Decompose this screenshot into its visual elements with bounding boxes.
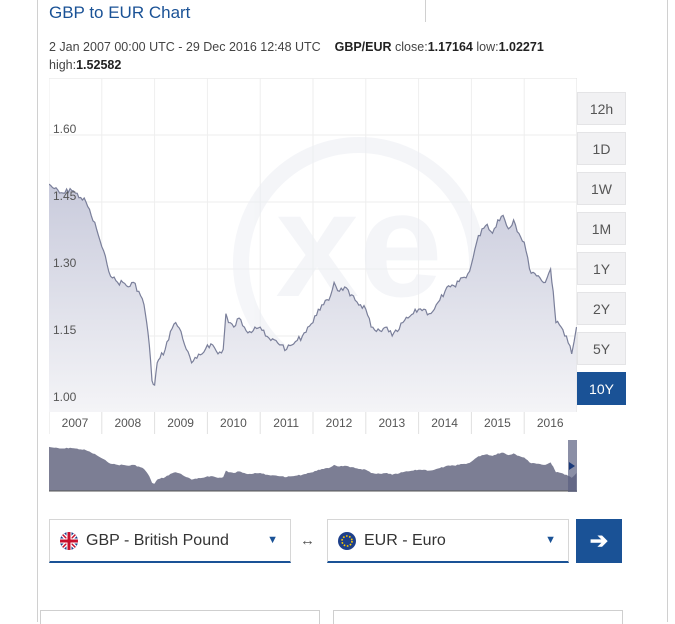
y-tick-label: 1.60 xyxy=(53,122,77,136)
page-border-left xyxy=(37,0,38,622)
chevron-down-icon: ▼ xyxy=(267,534,278,546)
rate-area xyxy=(49,184,577,412)
to-currency-label: EUR - Euro xyxy=(364,532,446,549)
x-tick-label: 2013 xyxy=(378,416,405,430)
swap-currencies-button[interactable]: ↔ xyxy=(300,532,315,549)
x-tick-label: 2010 xyxy=(220,416,247,430)
chevron-down-icon: ▼ xyxy=(545,534,556,546)
low-value: 1.02271 xyxy=(498,40,544,54)
range-button-10y[interactable]: 10Y xyxy=(577,372,626,405)
page-title: GBP to EUR Chart xyxy=(49,3,191,22)
navigator-arrow-icon[interactable] xyxy=(569,462,575,470)
eu-flag-icon xyxy=(338,532,356,550)
uk-flag-icon xyxy=(60,532,78,550)
from-currency-label: GBP - British Pound xyxy=(86,532,229,549)
page-border-right xyxy=(667,0,668,622)
x-tick-label: 2015 xyxy=(484,416,511,430)
range-button-1w[interactable]: 1W xyxy=(577,172,626,205)
y-tick-label: 1.15 xyxy=(53,323,77,337)
range-button-1y[interactable]: 1Y xyxy=(577,252,626,285)
from-currency-select[interactable]: GBP - British Pound ▼ xyxy=(49,519,291,563)
range-button-12h[interactable]: 12h xyxy=(577,92,626,125)
x-tick-label: 2007 xyxy=(62,416,89,430)
x-tick-label: 2012 xyxy=(326,416,353,430)
lower-panel-left xyxy=(40,610,320,624)
x-tick-label: 2009 xyxy=(167,416,194,430)
y-tick-label: 1.00 xyxy=(53,390,77,404)
x-tick-label: 2016 xyxy=(537,416,564,430)
navigator[interactable] xyxy=(49,440,577,492)
high-label: high: xyxy=(49,58,77,72)
low-label: low: xyxy=(476,40,499,54)
x-axis: 2007 2008 2009 2010 2011 2012 2013 2014 2015 2016 xyxy=(49,412,564,434)
range-button-5y[interactable]: 5Y xyxy=(577,332,626,365)
x-tick-label: 2011 xyxy=(273,416,299,430)
chart-info: 2 Jan 2007 00:00 UTC - 29 Dec 2016 12:48… xyxy=(49,38,579,74)
lower-panel-right xyxy=(333,610,623,624)
high-value: 1.52582 xyxy=(76,58,122,72)
navigator-area xyxy=(49,446,577,491)
convert-arrow-button[interactable]: ➔ xyxy=(576,519,622,563)
range-button-2y[interactable]: 2Y xyxy=(577,292,626,325)
close-label: close: xyxy=(395,40,428,54)
y-tick-label: 1.30 xyxy=(53,256,77,270)
range-button-1m[interactable]: 1M xyxy=(577,212,626,245)
x-tick-label: 2008 xyxy=(114,416,141,430)
y-tick-label: 1.45 xyxy=(53,189,77,203)
rate-line xyxy=(49,183,577,386)
svg-text:xe: xe xyxy=(276,160,443,328)
rate-chart: xe 1.00 1.15 1.30 1.45 1.60 xyxy=(49,78,577,412)
y-axis-labels: 1.00 1.15 1.30 1.45 1.60 xyxy=(53,122,77,404)
range-button-1d[interactable]: 1D xyxy=(577,132,626,165)
currency-pair: GBP/EUR xyxy=(334,40,392,54)
date-range: 2 Jan 2007 00:00 UTC - 29 Dec 2016 12:48… xyxy=(49,40,321,54)
divider-top xyxy=(425,0,426,22)
x-tick-label: 2014 xyxy=(431,416,458,430)
close-value: 1.17164 xyxy=(427,40,473,54)
to-currency-select[interactable]: EUR - Euro ▼ xyxy=(327,519,569,563)
